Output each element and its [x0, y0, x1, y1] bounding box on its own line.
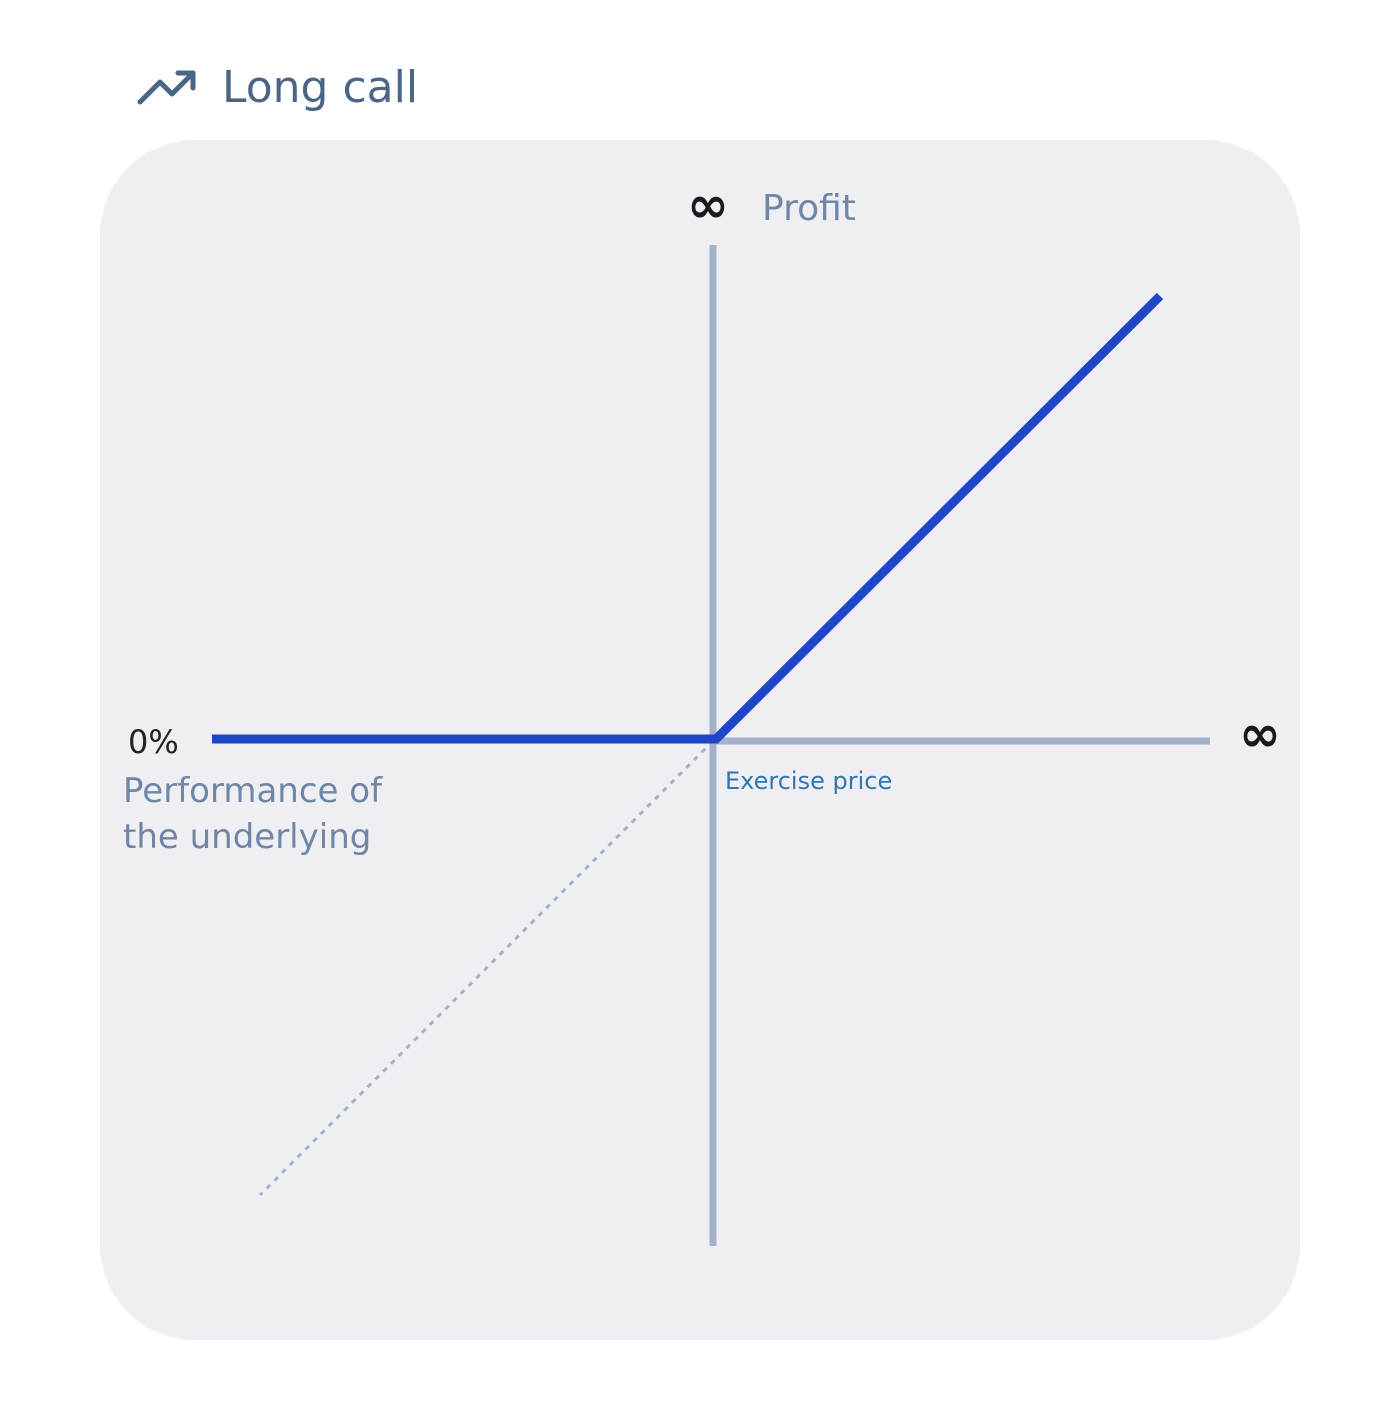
x-axis-label: Performance of — [123, 771, 383, 811]
trend-icon — [137, 70, 196, 105]
trend-icon-arrow — [175, 70, 196, 91]
y-axis-end: ∞ — [687, 176, 729, 234]
payoff-line — [212, 292, 1164, 744]
x-axis-label: the underlying — [123, 817, 371, 857]
reference-line — [258, 739, 715, 1197]
title: Long call — [222, 62, 418, 113]
x-axis-end: ∞ — [1239, 705, 1281, 763]
exercise-label: Exercise price — [725, 767, 892, 795]
x-axis-start: 0% — [128, 723, 179, 761]
y-axis-label: Profit — [762, 188, 856, 229]
